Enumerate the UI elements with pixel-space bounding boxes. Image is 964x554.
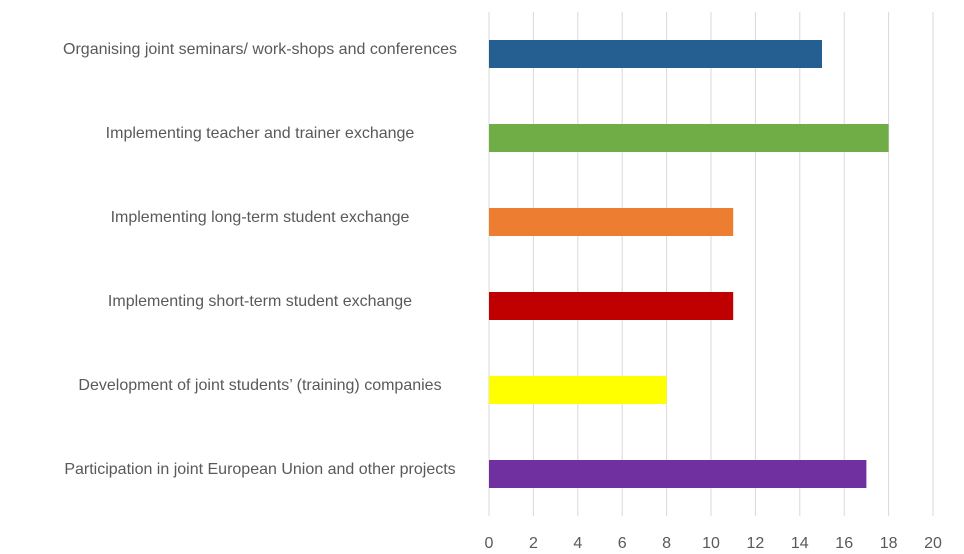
x-tick-label: 4 bbox=[573, 535, 582, 552]
x-tick-label: 6 bbox=[618, 535, 627, 552]
bar bbox=[489, 208, 734, 236]
bar bbox=[489, 376, 667, 404]
x-tick-label: 2 bbox=[529, 535, 538, 552]
bar bbox=[489, 40, 822, 68]
bar bbox=[489, 460, 867, 488]
x-tick-label: 16 bbox=[835, 535, 853, 552]
x-tick-label: 8 bbox=[662, 535, 671, 552]
x-tick-label: 10 bbox=[702, 535, 720, 552]
y-tick-label: Organising joint seminars/ work-shops an… bbox=[63, 41, 457, 58]
x-tick-label: 14 bbox=[791, 535, 809, 552]
y-tick-label: Implementing short-term student exchange bbox=[107, 293, 413, 310]
x-tick-label: 20 bbox=[924, 535, 942, 552]
y-tick-label: Development of joint students’ (training… bbox=[78, 377, 442, 394]
bar bbox=[489, 124, 889, 152]
x-tick-label: 18 bbox=[880, 535, 898, 552]
y-tick-label: Implementing long-term student exchange bbox=[110, 209, 410, 226]
x-tick-label: 0 bbox=[485, 535, 494, 552]
y-tick-label: Implementing teacher and trainer exchang… bbox=[105, 125, 415, 142]
y-tick-label: Participation in joint European Union an… bbox=[64, 461, 456, 478]
x-tick-label: 12 bbox=[747, 535, 765, 552]
bar bbox=[489, 292, 734, 320]
